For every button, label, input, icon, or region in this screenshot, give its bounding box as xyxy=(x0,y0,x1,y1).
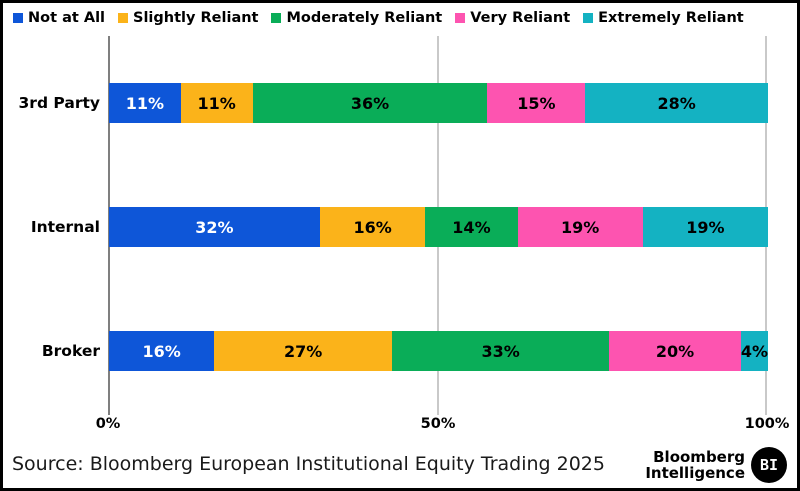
legend-item-not-at-all: Not at All xyxy=(13,10,105,26)
bloomberg-intelligence-logo: Bloomberg Intelligence BI xyxy=(645,447,787,483)
logo-line2: Intelligence xyxy=(645,464,745,482)
segment-3rd-party-very-reliant: 15% xyxy=(487,83,586,123)
segment-internal-slightly-reliant: 16% xyxy=(319,207,426,247)
segment-value: 28% xyxy=(657,93,696,113)
segment-value: 36% xyxy=(350,93,390,113)
segment-broker-not-at-all: 16% xyxy=(109,331,215,371)
plot-area: 11% 11% 36% 15% 28% 32% 16% 14% 19% 19% 16% 27% 33% 2… xyxy=(108,36,768,415)
segment-broker-extremely-reliant: 4% xyxy=(740,331,768,371)
segment-value: 27% xyxy=(284,341,323,361)
segment-3rd-party-not-at-all: 11% xyxy=(109,83,181,123)
segment-internal-moderately-reliant: 14% xyxy=(425,207,518,247)
legend-label: Extremely Reliant xyxy=(598,10,744,26)
segment-value: 16% xyxy=(353,217,392,237)
segment-internal-not-at-all: 32% xyxy=(109,207,320,247)
bar-row-broker: 16% 27% 33% 20% 4% xyxy=(109,331,768,371)
legend-label: Moderately Reliant xyxy=(286,10,443,26)
segment-value: 19% xyxy=(686,217,725,237)
legend-label: Not at All xyxy=(28,10,106,26)
segment-value: 14% xyxy=(452,217,491,237)
segment-value: 19% xyxy=(561,217,600,237)
x-tick-50: 50% xyxy=(420,416,456,432)
logo-text: Bloomberg Intelligence xyxy=(645,447,745,482)
legend-swatch-icon xyxy=(583,13,594,23)
legend-swatch-icon xyxy=(455,13,466,23)
bi-badge-icon: BI xyxy=(751,447,787,483)
logo-line1: Bloomberg xyxy=(653,447,745,466)
segment-value: 15% xyxy=(517,93,556,113)
segment-value: 11% xyxy=(125,93,165,113)
legend-label: Slightly Reliant xyxy=(133,10,259,26)
category-label-internal: Internal xyxy=(30,218,100,236)
category-label-broker: Broker xyxy=(41,342,100,360)
segment-value: 33% xyxy=(481,341,520,361)
segment-value: 20% xyxy=(655,341,695,361)
segment-broker-very-reliant: 20% xyxy=(609,331,741,371)
segment-value: 16% xyxy=(142,341,181,361)
bar-row-3rd-party: 11% 11% 36% 15% 28% xyxy=(109,83,768,123)
source-text: Source: Bloomberg European Institutional… xyxy=(12,453,605,475)
segment-3rd-party-slightly-reliant: 11% xyxy=(180,83,253,123)
legend-item-very-reliant: Very Reliant xyxy=(455,10,570,26)
segment-value: 11% xyxy=(197,93,236,113)
legend-label: Very Reliant xyxy=(470,10,571,26)
segment-internal-extremely-reliant: 19% xyxy=(642,207,768,247)
category-label-3rd-party: 3rd Party xyxy=(18,94,100,112)
bar-row-internal: 32% 16% 14% 19% 19% xyxy=(109,207,768,247)
legend-item-moderately-reliant: Moderately Reliant xyxy=(271,10,442,26)
legend-item-extremely-reliant: Extremely Reliant xyxy=(583,10,744,26)
x-tick-0: 0% xyxy=(95,416,121,432)
segment-value: 32% xyxy=(195,217,234,237)
x-tick-100: 100% xyxy=(744,416,790,432)
segment-3rd-party-extremely-reliant: 28% xyxy=(585,83,768,123)
segment-broker-moderately-reliant: 33% xyxy=(392,331,610,371)
legend: Not at All Slightly Reliant Moderately Rel… xyxy=(13,10,744,26)
legend-swatch-icon xyxy=(118,13,129,23)
legend-swatch-icon xyxy=(271,13,282,23)
segment-broker-slightly-reliant: 27% xyxy=(214,331,393,371)
segment-3rd-party-moderately-reliant: 36% xyxy=(252,83,488,123)
segment-internal-very-reliant: 19% xyxy=(517,207,643,247)
legend-item-slightly-reliant: Slightly Reliant xyxy=(118,10,258,26)
legend-swatch-icon xyxy=(13,13,23,23)
segment-value: 4% xyxy=(740,341,768,361)
